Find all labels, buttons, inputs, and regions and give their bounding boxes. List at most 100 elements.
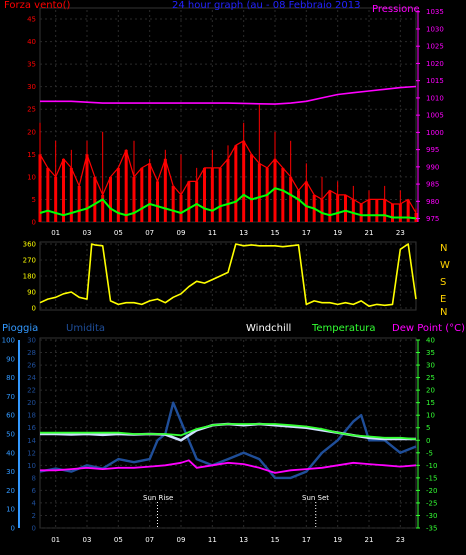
humidity-axis-tick: 22	[27, 387, 36, 395]
pressure-axis-tick: 1025	[426, 43, 444, 51]
temp-axis-tick: -5	[426, 449, 433, 457]
wind-average-line	[39, 187, 417, 220]
dir-axis-tick: 360	[23, 241, 36, 249]
pressure-axis-tick: 1010	[426, 94, 444, 102]
temp-axis-tick: -20	[426, 487, 437, 495]
pressure-axis-tick: 1000	[426, 129, 444, 137]
wind-x-tick-label: 15	[271, 229, 280, 237]
humidity-axis-tick: 0	[32, 525, 36, 533]
rain-axis-tick: 80	[6, 374, 15, 382]
humidity-axis-tick: 28	[27, 349, 36, 357]
rain-axis-tick: 20	[6, 487, 15, 495]
dewpoint-line	[40, 459, 417, 474]
wind-x-tick-label: 11	[208, 229, 217, 237]
wind-axis-tick: 20	[27, 128, 36, 136]
temp-x-tick-label: 01	[51, 536, 60, 544]
header-top-right: Pressione	[372, 4, 420, 15]
temp-x-tick-label: 03	[83, 536, 92, 544]
rain-axis-tick: 10	[6, 506, 15, 514]
rain-axis-tick: 60	[6, 412, 15, 420]
header-top-left: Forza vento()	[4, 0, 71, 11]
humidity-axis-tick: 26	[27, 362, 36, 370]
wind-axis-tick: 45	[27, 16, 36, 24]
temp-axis-tick: 40	[426, 337, 435, 345]
temp-axis-tick: -25	[426, 499, 437, 507]
temp-x-tick-label: 23	[396, 536, 405, 544]
temp-axis-tick: 30	[426, 362, 435, 370]
compass-n-top: N	[440, 243, 447, 254]
compass-e: E	[440, 294, 446, 305]
dir-axis-tick: 270	[23, 257, 36, 265]
temperature-line	[40, 423, 417, 440]
wind-x-tick-label: 23	[396, 229, 405, 237]
pressure-axis-tick: 1030	[426, 25, 444, 33]
wind-axis-tick: 0	[32, 219, 36, 227]
temp-x-tick-label: 15	[271, 536, 280, 544]
temp-axis-tick: 35	[426, 349, 435, 357]
temp-x-tick-label: 07	[145, 536, 154, 544]
wind-axis-tick: 40	[27, 38, 36, 46]
temp-x-tick-label: 05	[114, 536, 123, 544]
humidity-axis-tick: 14	[27, 437, 36, 445]
wind-axis-tick: 25	[27, 106, 36, 114]
temp-axis-tick: 25	[426, 374, 435, 382]
temp-axis-tick: 15	[426, 399, 435, 407]
dir-axis-tick: 0	[32, 305, 36, 313]
rain-axis-tick: 90	[6, 355, 15, 363]
wind-x-tick-label: 13	[239, 229, 248, 237]
pressure-axis-tick: 980	[426, 198, 439, 206]
temp-axis-tick: 10	[426, 412, 435, 420]
rain-axis-tick: 40	[6, 449, 15, 457]
pressure-axis-tick: 995	[426, 146, 439, 154]
temp-axis-tick: 5	[426, 424, 430, 432]
header-pioggia: Pioggia	[2, 323, 38, 334]
temp-axis-tick: -30	[426, 512, 437, 520]
temp-axis-tick: 0	[426, 437, 430, 445]
temp-axis-tick: -10	[426, 462, 437, 470]
temp-axis-tick: 20	[426, 387, 435, 395]
pressure-axis-tick: 985	[426, 181, 439, 189]
sun-set-label: Sun Set	[302, 494, 329, 502]
wind-axis-tick: 5	[32, 196, 36, 204]
pressure-axis-tick: 1015	[426, 77, 444, 85]
pressure-axis-tick: 990	[426, 163, 439, 171]
humidity-axis-tick: 30	[27, 337, 36, 345]
direction-line	[39, 243, 417, 307]
temp-axis-tick: -35	[426, 525, 437, 533]
rain-axis-tick: 30	[6, 468, 15, 476]
sun-rise-label: Sun Rise	[143, 494, 173, 502]
wind-x-tick-label: 19	[333, 229, 342, 237]
wind-x-tick-label: 05	[114, 229, 123, 237]
wind-x-tick-label: 03	[83, 229, 92, 237]
pressure-axis-tick: 975	[426, 215, 439, 223]
pressure-axis-tick: 1035	[426, 8, 444, 16]
humidity-axis-tick: 8	[32, 474, 36, 482]
temp-x-tick-label: 17	[302, 536, 311, 544]
humidity-axis-tick: 20	[27, 399, 36, 407]
header-umidita: Umidita	[66, 323, 105, 334]
humidity-axis-tick: 4	[32, 499, 37, 507]
temp-axis-tick: -15	[426, 474, 437, 482]
humidity-axis-tick: 24	[27, 374, 36, 382]
header-dewpoint: Dew Point (°C)	[392, 323, 465, 334]
humidity-axis-tick: 6	[32, 487, 37, 495]
rain-axis-tick: 70	[6, 393, 15, 401]
wind-axis-tick: 30	[27, 83, 36, 91]
compass-n-bottom: N	[440, 307, 447, 318]
humidity-axis-tick: 10	[27, 462, 36, 470]
wind-x-tick-label: 21	[365, 229, 374, 237]
dir-axis-tick: 180	[23, 273, 36, 281]
header-windchill: Windchill	[246, 323, 291, 334]
compass-s: S	[440, 277, 446, 288]
humidity-axis-tick: 12	[27, 449, 36, 457]
dir-axis-tick: 90	[27, 289, 36, 297]
header-top-center: 24 hour graph (au - 08 Febbraio 2013	[172, 0, 361, 11]
rain-axis-tick: 100	[2, 337, 15, 345]
pressure-axis-tick: 1020	[426, 60, 444, 68]
header-temperatura: Temperatura	[311, 323, 376, 334]
wind-x-tick-label: 09	[177, 229, 186, 237]
humidity-axis-tick: 2	[32, 512, 36, 520]
wind-axis-tick: 35	[27, 61, 36, 69]
humidity-axis-tick: 18	[27, 412, 36, 420]
